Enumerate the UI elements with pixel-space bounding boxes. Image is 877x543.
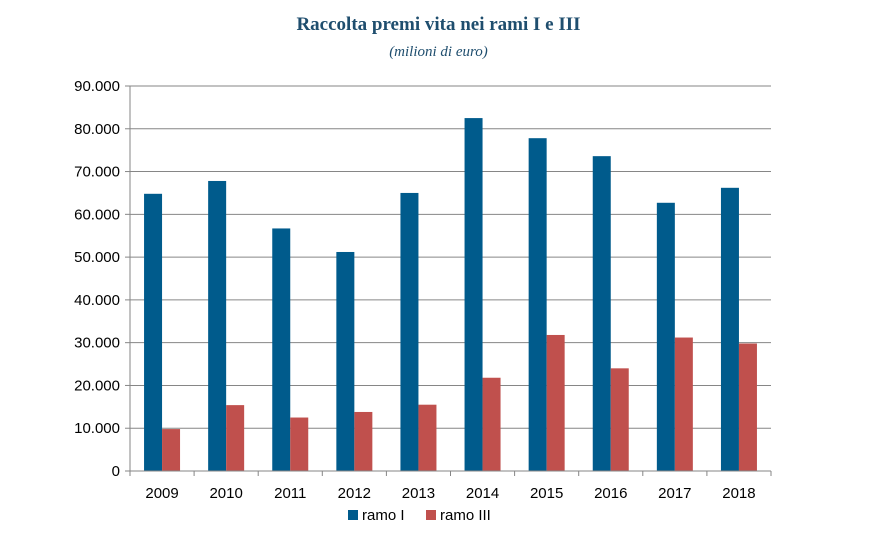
x-tick-label: 2013 (402, 485, 435, 502)
bar-ramo-I-2016 (592, 156, 611, 471)
x-tick-label: 2011 (274, 485, 306, 502)
bar-ramo-III-2012 (354, 411, 373, 471)
bar-ramo-I-2009 (144, 193, 163, 472)
chart-title: Raccolta premi vita nei rami I e III (296, 14, 581, 35)
x-tick-label: 2015 (530, 485, 563, 502)
y-tick-label: 0 (112, 463, 120, 480)
bars (144, 118, 757, 472)
bar-ramo-III-2013 (418, 404, 437, 471)
bar-ramo-I-2018 (720, 187, 739, 472)
legend-swatch (348, 510, 358, 520)
bar-ramo-I-2013 (400, 192, 419, 471)
chart-subtitle: (milioni di euro) (389, 44, 488, 60)
y-tick-label: 90.000 (74, 78, 120, 95)
x-tick-label: 2009 (145, 485, 178, 502)
x-tick-label: 2012 (338, 485, 371, 502)
bar-ramo-III-2016 (610, 368, 629, 471)
legend: ramo I ramo III (348, 507, 491, 524)
y-axis: 0 10.000 20.000 30.000 40.000 50.000 60.000 70.… (74, 78, 131, 480)
bar-ramo-III-2014 (482, 377, 501, 471)
legend-swatch (426, 510, 436, 520)
bar-ramo-III-2011 (290, 417, 309, 471)
y-tick-label: 40.000 (74, 292, 120, 309)
x-axis: 2009 2010 2011 2012 2013 2014 2015 2016 2017 2018 (129, 470, 772, 502)
bar-ramo-I-2010 (208, 180, 227, 471)
legend-label: ramo I (362, 507, 405, 524)
x-tick-label: 2016 (594, 485, 627, 502)
y-tick-label: 60.000 (74, 206, 120, 223)
bar-ramo-I-2012 (336, 251, 355, 471)
y-tick-label: 30.000 (74, 335, 120, 352)
x-tick-label: 2010 (209, 485, 242, 502)
bar-ramo-I-2015 (528, 138, 547, 471)
bar-ramo-III-2009 (162, 429, 181, 471)
y-tick-label: 50.000 (74, 249, 120, 266)
x-tick-label: 2014 (466, 485, 499, 502)
x-tick-label: 2017 (658, 485, 691, 502)
y-tick-label: 80.000 (74, 121, 120, 138)
bar-ramo-I-2017 (656, 202, 675, 472)
bar-ramo-III-2018 (738, 343, 757, 471)
bar-ramo-I-2014 (464, 118, 483, 471)
y-tick-label: 20.000 (74, 377, 120, 394)
bar-ramo-III-2017 (674, 337, 693, 471)
legend-label: ramo III (440, 507, 491, 524)
bar-ramo-III-2010 (226, 405, 245, 471)
bar-ramo-I-2011 (272, 228, 291, 471)
bar-ramo-III-2015 (546, 334, 565, 471)
y-tick-label: 10.000 (74, 420, 120, 437)
x-tick-label: 2018 (722, 485, 755, 502)
y-tick-label: 70.000 (74, 164, 120, 181)
